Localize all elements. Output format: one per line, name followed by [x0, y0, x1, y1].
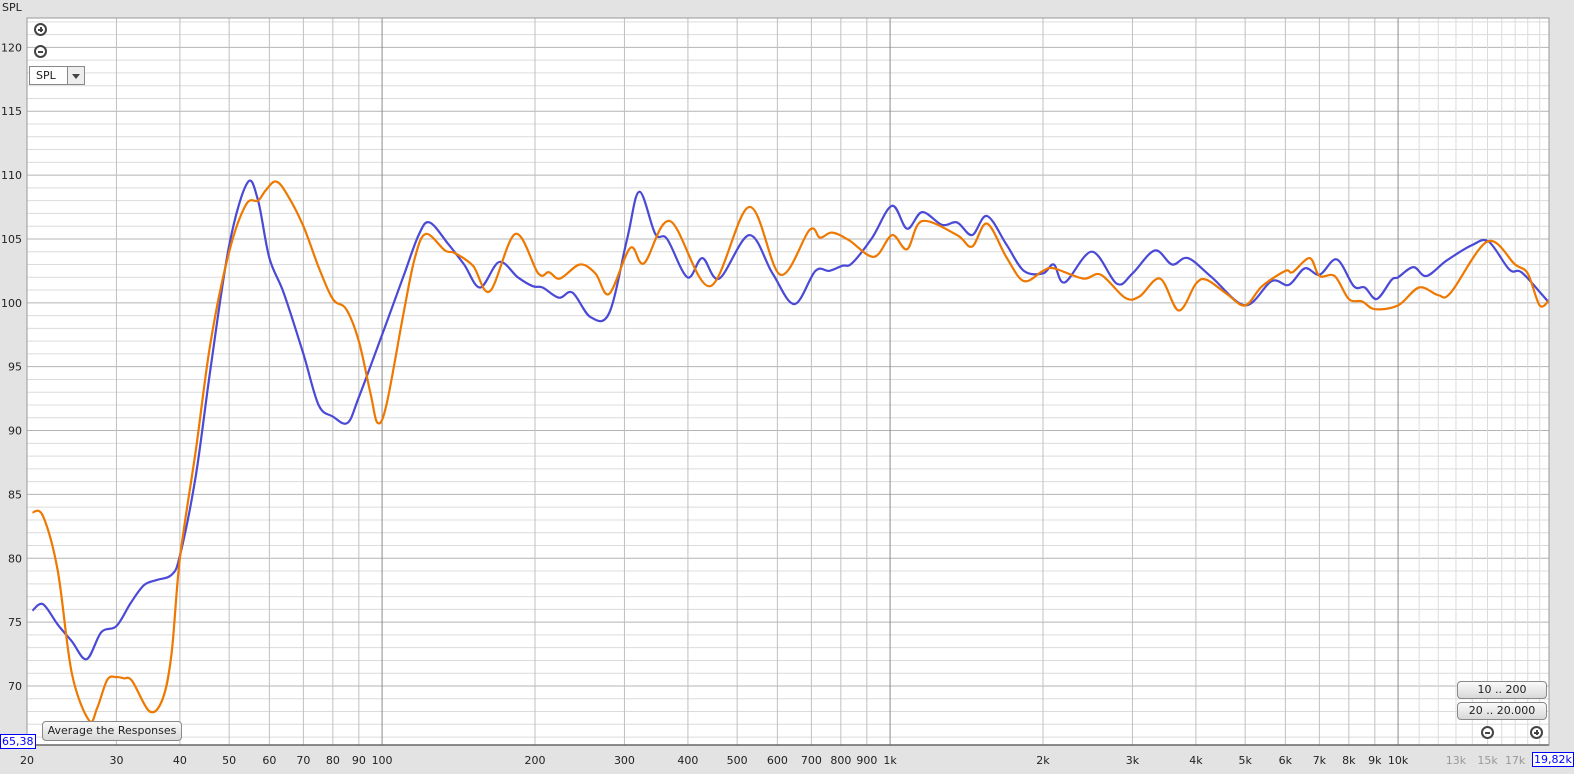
x-tick-label: 15k	[1477, 754, 1498, 767]
x-tick-label: 8k	[1342, 754, 1356, 767]
x-cursor-readout: 19,82k	[1532, 752, 1574, 767]
response-curve-1	[31, 179, 1550, 661]
y-tick-label: 85	[8, 488, 22, 501]
x-tick-label: 40	[173, 754, 187, 767]
x-tick-label: 70	[296, 754, 310, 767]
y-tick-label: 115	[1, 105, 22, 118]
plot-border	[26, 17, 1550, 746]
x-tick-label: 2k	[1036, 754, 1050, 767]
x-tick-label: 10k	[1388, 754, 1409, 767]
x-tick-label: 13k	[1446, 754, 1467, 767]
x-tick-label: 900	[856, 754, 877, 767]
response-curve-2	[32, 180, 1550, 723]
x-tick-label: 50	[222, 754, 236, 767]
y-tick-label: 100	[1, 297, 22, 310]
x-tick-label: 80	[326, 754, 340, 767]
zoom-out-horizontal-icon[interactable]	[1481, 726, 1494, 739]
y-tick-label: 95	[8, 361, 22, 374]
y-tick-label: 90	[8, 425, 22, 438]
x-tick-label: 600	[767, 754, 788, 767]
y-tick-label: 80	[8, 552, 22, 565]
x-tick-label: 400	[677, 754, 698, 767]
x-tick-label: 30	[109, 754, 123, 767]
mode-select[interactable]: SPL	[29, 66, 85, 85]
zoom-in-horizontal-icon[interactable]	[1530, 726, 1543, 739]
x-tick-label: 500	[727, 754, 748, 767]
average-responses-button[interactable]: Average the Responses	[42, 721, 182, 741]
x-tick-label: 17k	[1505, 754, 1526, 767]
x-tick-label: 700	[801, 754, 822, 767]
range-10-200-button[interactable]: 10 .. 200	[1457, 681, 1547, 699]
x-tick-label: 100	[372, 754, 393, 767]
x-tick-label: 1k	[883, 754, 897, 767]
x-tick-label: 60	[262, 754, 276, 767]
chevron-down-icon[interactable]	[67, 67, 84, 84]
zoom-in-vertical-icon[interactable]	[34, 23, 47, 36]
x-tick-label: 9k	[1368, 754, 1382, 767]
x-tick-label: 90	[352, 754, 366, 767]
x-tick-label: 200	[524, 754, 545, 767]
y-tick-label: 120	[1, 41, 22, 54]
x-tick-label: 20	[20, 754, 34, 767]
x-tick-label: 7k	[1313, 754, 1327, 767]
y-tick-label: 105	[1, 233, 22, 246]
x-tick-label: 300	[614, 754, 635, 767]
y-tick-label: 110	[1, 169, 22, 182]
x-tick-label: 3k	[1126, 754, 1140, 767]
plot-area	[27, 18, 1549, 745]
mode-select-value: SPL	[36, 69, 56, 82]
y-tick-label: 70	[8, 680, 22, 693]
x-tick-label: 5k	[1238, 754, 1252, 767]
x-tick-label: 4k	[1189, 754, 1203, 767]
x-tick-label: 6k	[1279, 754, 1293, 767]
y-cursor-readout: 65,38	[0, 734, 36, 749]
y-axis-label: SPL	[2, 1, 22, 14]
range-20-20000-button[interactable]: 20 .. 20.000	[1457, 702, 1547, 720]
y-tick-label: 75	[8, 616, 22, 629]
x-tick-label: 800	[830, 754, 851, 767]
zoom-out-vertical-icon[interactable]	[34, 45, 47, 58]
